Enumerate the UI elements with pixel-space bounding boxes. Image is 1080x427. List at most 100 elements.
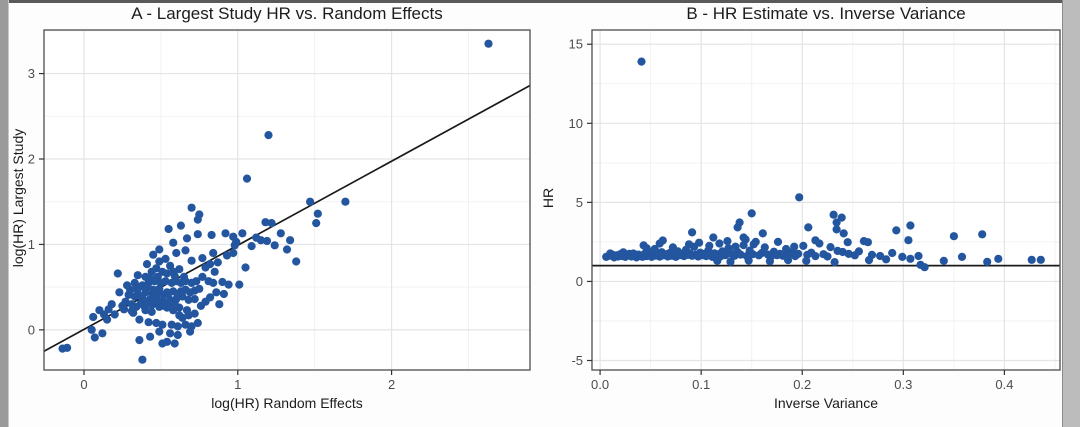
data-point	[63, 343, 72, 352]
data-point	[713, 256, 722, 265]
data-point	[186, 327, 195, 336]
data-point	[182, 234, 192, 243]
data-point	[715, 239, 724, 248]
data-point	[804, 223, 813, 232]
data-point	[642, 244, 651, 253]
x-tick-label: 0.4	[995, 377, 1013, 392]
data-point	[206, 260, 215, 269]
data-point	[162, 269, 172, 278]
data-point	[270, 241, 279, 250]
data-point	[241, 263, 250, 272]
panel-b: 0.0 0.1 0.2 0.3 0.4 -5 0 5 10 15	[569, 29, 1061, 392]
major-gridlines	[44, 30, 530, 370]
data-point	[146, 332, 155, 341]
data-point	[839, 229, 848, 238]
data-point	[138, 355, 147, 364]
data-point	[127, 307, 136, 316]
data-point	[826, 243, 835, 252]
data-point	[799, 241, 808, 250]
data-point	[882, 255, 891, 264]
data-point	[1036, 255, 1045, 264]
data-point	[130, 278, 139, 287]
axis-ticks	[39, 72, 393, 375]
x-tick-label: 0.0	[591, 377, 609, 392]
data-point	[229, 232, 238, 241]
axis-tick-labels: 0.0 0.1 0.2 0.3 0.4 -5 0 5 10 15	[569, 37, 1014, 392]
data-point	[286, 236, 295, 245]
data-point	[292, 257, 301, 266]
data-point	[823, 252, 832, 261]
data-point	[802, 256, 811, 265]
data-point	[795, 193, 804, 202]
data-point	[282, 245, 292, 254]
y-tick-label: 0	[28, 322, 35, 337]
axis-ticks	[587, 43, 1006, 375]
data-point	[198, 254, 207, 263]
y-tick-label: -5	[571, 353, 583, 368]
data-point	[215, 300, 224, 309]
data-point	[209, 278, 218, 287]
data-point	[341, 197, 350, 206]
data-point	[99, 310, 109, 319]
data-point	[312, 219, 321, 228]
data-point	[229, 248, 238, 258]
scatter-points	[602, 57, 1045, 272]
data-point	[146, 273, 155, 282]
data-point	[749, 240, 758, 249]
data-point	[190, 309, 199, 318]
data-point	[173, 330, 182, 340]
data-point	[176, 221, 185, 230]
data-point	[863, 238, 873, 247]
panel-a-title: A - Largest Study HR vs. Random Effects	[131, 4, 443, 23]
data-point	[854, 247, 864, 256]
data-point	[138, 281, 147, 290]
data-point	[726, 257, 735, 266]
data-point	[650, 244, 659, 254]
data-point	[110, 310, 119, 319]
data-point	[142, 260, 152, 269]
data-point	[161, 254, 170, 263]
data-point	[684, 240, 694, 249]
data-point	[219, 289, 228, 299]
panel-background	[44, 30, 530, 370]
data-point	[193, 230, 202, 239]
data-point	[206, 293, 215, 302]
axis-tick-labels: 0 1 2 0 1 2 3	[28, 66, 395, 392]
data-point	[949, 232, 959, 241]
data-point	[939, 256, 948, 265]
data-point	[170, 298, 179, 307]
data-point	[187, 256, 196, 265]
data-point	[830, 258, 839, 267]
data-point	[741, 235, 750, 244]
data-point	[166, 329, 175, 338]
y-tick-label: 15	[569, 37, 583, 52]
data-point	[98, 329, 107, 338]
data-point	[153, 289, 162, 299]
data-point	[747, 209, 756, 218]
data-point	[876, 251, 885, 261]
x-tick-label: 1	[234, 377, 241, 392]
data-point	[90, 333, 99, 342]
data-point	[844, 249, 853, 258]
data-point	[1027, 255, 1036, 264]
panel-b-y-axis-title: HR	[540, 187, 556, 209]
data-point	[135, 315, 144, 324]
data-point	[247, 242, 256, 251]
data-point	[218, 277, 227, 287]
window-left-edge	[0, 0, 9, 427]
data-point	[916, 260, 925, 269]
data-point	[155, 257, 164, 266]
data-point	[765, 257, 775, 266]
y-tick-label: 3	[28, 66, 35, 81]
data-point	[904, 236, 913, 245]
data-point	[195, 284, 204, 293]
data-point	[784, 256, 793, 265]
panel-a: 0 1 2 0 1 2 3	[28, 29, 531, 392]
scatter-points	[58, 39, 493, 364]
data-point	[256, 236, 265, 245]
panel-b-x-axis-title: Inverse Variance	[773, 395, 878, 411]
data-point	[731, 242, 740, 251]
data-point	[147, 307, 156, 316]
data-point	[210, 267, 219, 276]
